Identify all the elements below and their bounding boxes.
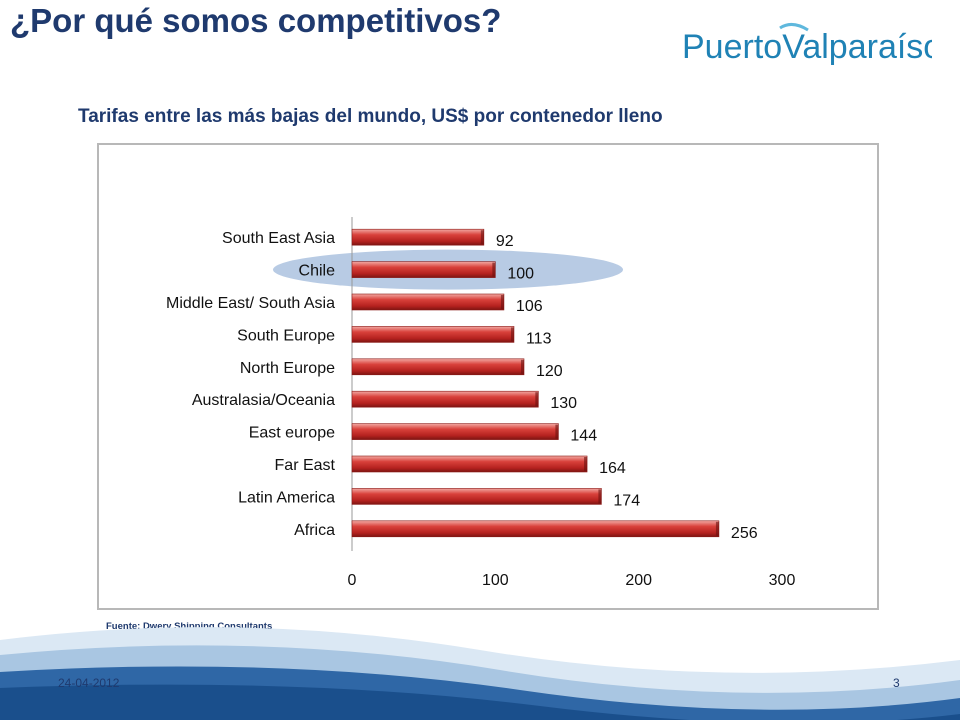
- x-tick-label: 100: [482, 572, 509, 589]
- logo-text: PuertoValparaíso: [682, 28, 932, 66]
- category-label: Africa: [294, 522, 335, 539]
- x-tick-label: 200: [625, 572, 652, 589]
- value-label: 144: [570, 428, 597, 445]
- bar-end-cap: [480, 230, 484, 245]
- source-note: Fuente: Dwery Shipping Consultants: [106, 621, 273, 632]
- bar-chart: South East Asia 92 Chile 100 Middle East/ So…: [166, 217, 796, 589]
- x-tick-label: 300: [769, 572, 796, 589]
- value-label: 106: [516, 298, 543, 315]
- category-label: Far East: [275, 457, 336, 474]
- bar-end-cap: [584, 457, 588, 471]
- category-label: Australasia/Oceania: [192, 392, 335, 409]
- footer-wave: [0, 627, 960, 720]
- category-label: South East Asia: [222, 230, 335, 247]
- bar: [351, 423, 559, 440]
- bar-end-cap: [500, 295, 504, 309]
- bar: [351, 358, 525, 376]
- value-label: 120: [536, 363, 563, 380]
- bar: [351, 261, 496, 278]
- bar: [351, 455, 588, 473]
- bar-end-cap: [598, 489, 602, 504]
- category-label: South Europe: [237, 327, 335, 344]
- chart-frame: South East Asia 92 Chile 100 Middle East/ So…: [97, 143, 879, 610]
- value-label: 256: [731, 525, 758, 542]
- puerto-valparaiso-logo: PuertoValparaíso: [682, 23, 932, 66]
- slide-title: ¿Por qué somos competitivos?: [10, 2, 502, 39]
- bar: [351, 326, 515, 343]
- value-label: 130: [550, 395, 577, 412]
- slide-number: 3: [893, 676, 900, 690]
- category-label: Chile: [299, 263, 336, 280]
- bar-end-cap: [555, 424, 559, 439]
- bar: [351, 293, 505, 311]
- value-label: 174: [613, 492, 640, 509]
- bar-end-cap: [510, 327, 514, 342]
- category-label: North Europe: [240, 360, 335, 377]
- x-tick-label: 0: [348, 572, 357, 589]
- bar-end-cap: [715, 521, 719, 536]
- bar-end-cap: [492, 262, 496, 277]
- bar: [351, 488, 602, 505]
- value-label: 164: [599, 460, 626, 477]
- slide-date: 24-04-2012: [58, 676, 120, 690]
- wave-v-logo-icon: [779, 23, 809, 32]
- bar: [351, 390, 539, 408]
- chart-subtitle: Tarifas entre las más bajas del mundo, U…: [78, 106, 663, 127]
- category-label: Latin America: [238, 489, 335, 506]
- bar: [351, 520, 720, 538]
- bar-end-cap: [535, 392, 539, 407]
- value-label: 100: [507, 266, 534, 283]
- bar: [351, 228, 485, 246]
- category-label: East europe: [249, 425, 335, 442]
- value-label: 92: [496, 233, 514, 250]
- bar-end-cap: [521, 359, 524, 374]
- value-label: 113: [526, 330, 552, 347]
- category-label: Middle East/ South Asia: [166, 295, 335, 312]
